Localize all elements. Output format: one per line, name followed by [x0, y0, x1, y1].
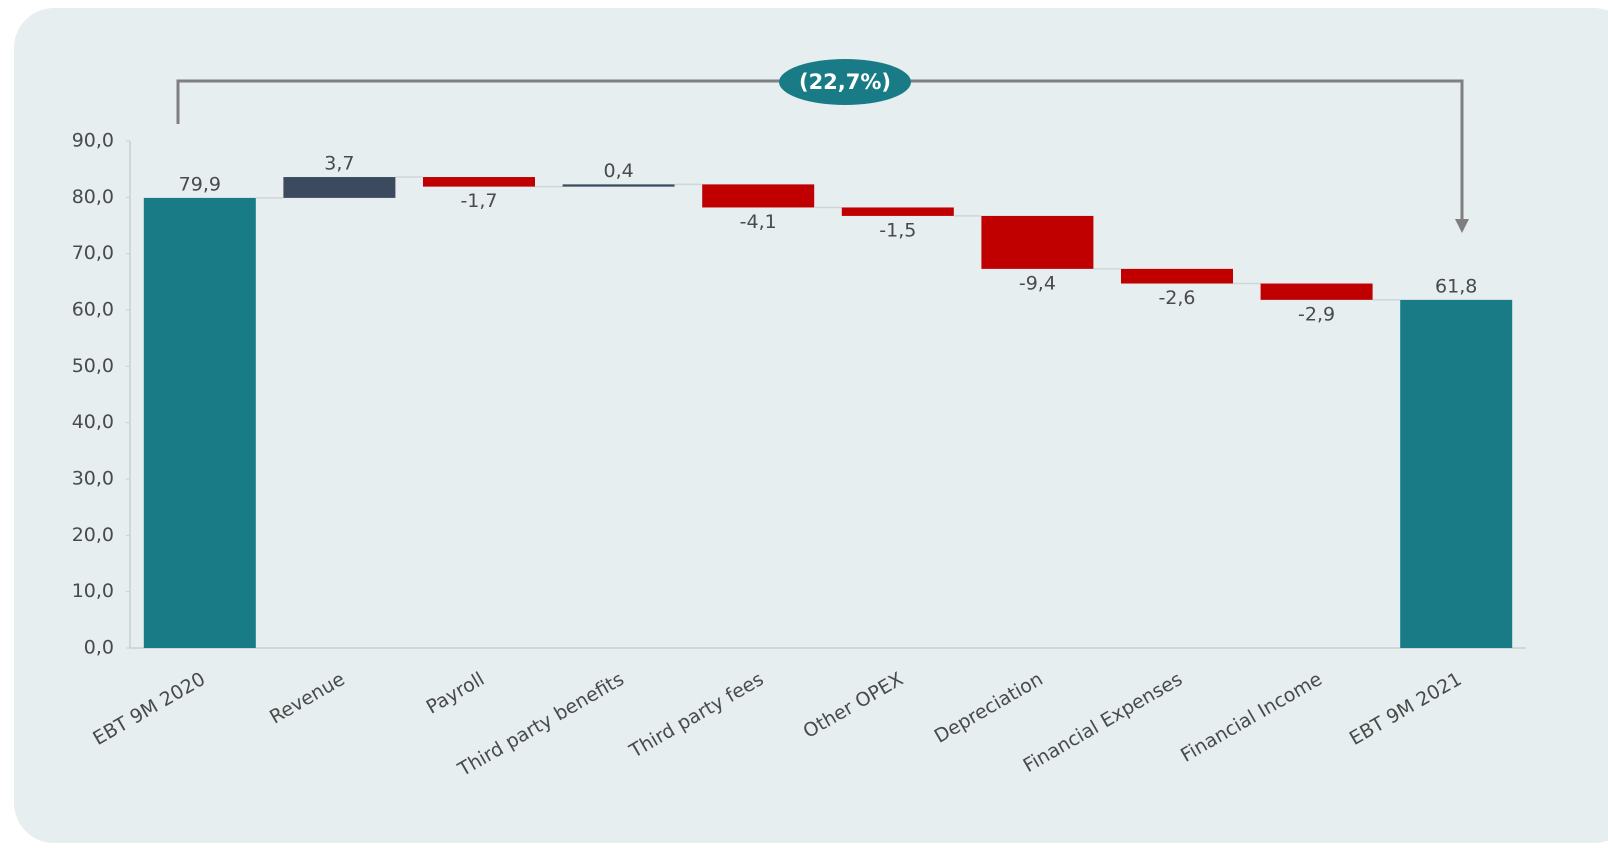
bar [283, 177, 396, 198]
y-tick-label: 70,0 [72, 242, 114, 264]
value-label: -1,5 [879, 219, 916, 241]
y-tick-label: 40,0 [72, 411, 114, 433]
y-tick-label: 50,0 [72, 355, 114, 377]
bar [841, 207, 954, 216]
value-label: 79,9 [179, 173, 221, 195]
value-label: -2,6 [1158, 287, 1195, 309]
value-label: 61,8 [1435, 275, 1477, 297]
annotation-badge [779, 59, 911, 105]
bar [702, 184, 815, 208]
bar [1400, 299, 1513, 648]
arrow-head [1455, 219, 1469, 233]
value-label: 0,4 [603, 160, 633, 182]
bar [562, 184, 675, 187]
y-tick-label: 80,0 [72, 186, 114, 208]
value-label: -2,9 [1298, 303, 1335, 325]
bar [1260, 283, 1373, 300]
value-label: 3,7 [324, 153, 354, 175]
y-tick-label: 0,0 [84, 637, 114, 659]
bar [981, 215, 1094, 269]
y-tick-label: 60,0 [72, 299, 114, 321]
bar [1121, 268, 1233, 284]
y-tick-label: 90,0 [72, 130, 114, 152]
bar [423, 177, 535, 187]
bar [143, 197, 256, 648]
annotation: (22,7%) [799, 70, 891, 94]
card [14, 8, 1608, 843]
y-tick-label: 10,0 [72, 580, 114, 602]
value-label: -4,1 [740, 211, 777, 233]
value-label: -1,7 [460, 190, 497, 212]
value-label: -9,4 [1019, 272, 1056, 294]
y-tick-label: 20,0 [72, 524, 114, 546]
y-tick-label: 30,0 [72, 468, 114, 490]
